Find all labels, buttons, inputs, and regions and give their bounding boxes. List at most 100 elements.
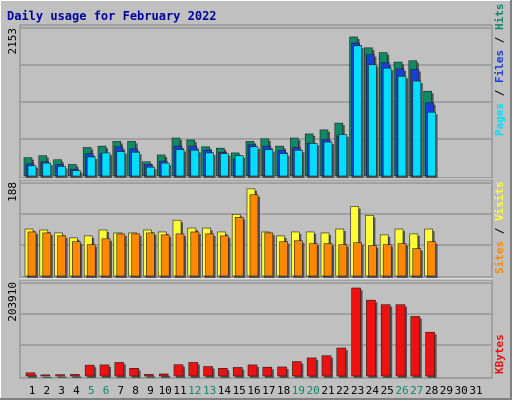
chart-title: Daily usage for February 2022 [7,9,217,23]
bar-pages-day-26 [397,76,407,177]
bar-pages-day-27 [412,80,422,177]
bar-pages-day-15 [234,155,244,177]
x-label-day-12: 12 [188,384,201,397]
bar-pages-day-2 [42,162,52,177]
legend-item-visits: Visits [493,181,506,221]
bar-pages-day-6 [101,152,111,177]
x-label-day-14: 14 [218,384,232,397]
bar-pages-day-28 [427,111,436,177]
x-label-day-13: 13 [203,384,216,397]
bar-sites-day-7 [116,233,126,277]
bar-pages-day-19 [294,149,303,177]
bar-kbytes-day-12 [188,362,199,377]
legend-text: Sites / Visits [493,181,506,274]
ymax-label-visits: 188 [6,182,19,202]
x-label-day-27: 27 [410,384,423,397]
x-label-day-4: 4 [73,384,80,397]
x-label-day-19: 19 [292,384,305,397]
x-label-day-28: 28 [425,384,438,397]
x-label-day-8: 8 [132,384,139,397]
bar-kbytes-day-28 [425,331,435,377]
bar-sites-day-10 [160,234,170,277]
ymax-label-kbytes: 203910 [6,282,19,322]
bar-sites-day-25 [382,244,392,277]
x-label-day-11: 11 [173,384,186,397]
x-label-day-21: 21 [321,384,334,397]
legend-hits-files-pages: Pages / Files / Hits [493,4,506,137]
bar-sites-day-26 [397,243,407,277]
bar-kbytes-day-7 [114,362,125,377]
x-label-day-20: 20 [307,384,320,397]
bar-sites-day-5 [86,244,96,277]
x-label-day-29: 29 [440,384,453,397]
bar-pages-day-20 [308,143,318,177]
x-label-day-2: 2 [43,384,50,397]
legend-visits-sites: Sites / Visits [493,181,506,274]
bar-kbytes-day-16 [247,364,258,377]
bar-pages-day-18 [279,153,288,177]
bar-pages-day-5 [86,156,96,177]
bar-kbytes-day-2 [40,374,51,377]
bar-sites-day-21 [323,243,333,277]
x-label-day-1: 1 [29,384,36,397]
bar-sites-day-1 [27,231,37,277]
x-label-day-22: 22 [336,384,349,397]
bar-kbytes-day-1-shadow [28,374,37,378]
bar-sites-day-16 [249,194,259,277]
bar-sites-day-6 [101,238,111,277]
bar-kbytes-day-4 [70,374,80,377]
bar-kbytes-day-4-shadow [72,376,82,378]
bar-sites-day-12 [190,231,200,277]
bar-sites-day-18 [279,241,288,277]
bar-kbytes-day-13 [203,366,213,377]
x-axis-day-labels: 1 2 3 4 5 6 7 8 9 10 11 12 13 14 15 16 17 18 19 20 21 22 23 24 2… [29,384,483,397]
bar-sites-day-4 [72,241,81,277]
bar-pages-day-1 [27,165,37,177]
bar-sites-day-24 [368,245,377,277]
bar-sites-day-20 [308,243,318,277]
x-label-day-26: 26 [395,384,408,397]
bar-pages-day-8 [131,151,140,177]
bar-kbytes-day-18 [277,366,287,377]
bar-sites-day-17 [264,232,274,277]
x-label-day-6: 6 [103,384,110,397]
legend-item-kbytes: KBytes [493,334,506,374]
bar-kbytes-day-26 [395,304,406,377]
bar-kbytes-day-10 [158,373,169,377]
bar-kbytes-day-23 [351,287,361,377]
bars-visits-sites [24,188,438,278]
bar-sites-day-19 [294,240,303,277]
bar-pages-day-22 [338,134,348,177]
x-label-day-31: 31 [469,384,482,397]
bar-sites-day-28 [427,241,436,277]
bar-sites-day-23 [353,242,362,277]
bar-kbytes-day-8 [129,368,139,377]
bar-kbytes-day-9-shadow [146,376,156,378]
x-label-day-7: 7 [117,384,124,397]
bar-kbytes-day-3-shadow [57,376,67,378]
ymax-label-hits: 2153 [6,28,19,55]
x-label-day-3: 3 [58,384,65,397]
bar-kbytes-day-6 [99,364,110,377]
bar-kbytes-day-14 [218,368,228,377]
bar-pages-day-13 [205,152,214,177]
x-label-day-5: 5 [88,384,95,397]
x-label-day-9: 9 [147,384,154,397]
legend-item-files: Files [493,50,506,83]
bar-pages-day-11 [175,149,185,177]
bar-sites-day-27 [412,248,422,277]
bar-sites-day-9 [146,232,155,277]
bar-kbytes-day-11 [173,364,184,377]
bar-kbytes-day-17 [262,366,273,377]
bar-kbytes-day-24 [366,299,376,377]
bar-kbytes-day-21 [321,355,332,377]
bar-kbytes-day-5 [84,364,95,377]
bar-kbytes-day-25 [380,304,391,377]
bar-sites-day-22 [338,244,348,277]
legend-item-hits: Hits [493,4,506,31]
bar-kbytes-day-22 [336,347,347,377]
bar-kbytes-day-20 [306,357,317,377]
legend-kbytes: KBytes [493,334,506,374]
